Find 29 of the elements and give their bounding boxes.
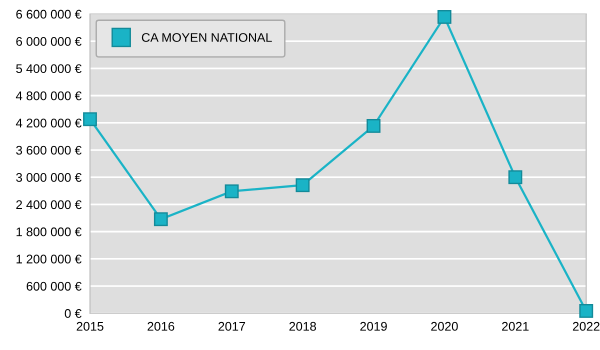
point — [224, 184, 239, 198]
point — [83, 112, 97, 126]
y-tick-label: 5 400 000 € — [16, 64, 82, 74]
x-tick-label: 2017 — [218, 322, 246, 331]
y-tick-label: 6 600 000 € — [16, 10, 82, 19]
point — [437, 10, 452, 24]
point — [508, 170, 522, 184]
point — [154, 212, 168, 226]
legend-label: CA MOYEN NATIONAL — [142, 33, 272, 42]
y-tick-label: 3 600 000 € — [16, 146, 82, 155]
y-tick-label: 3 000 000 € — [16, 173, 82, 182]
y-tick-label: 4 800 000 € — [16, 91, 82, 100]
x-tick-label: 2020 — [431, 322, 458, 331]
point — [296, 178, 310, 192]
x-tick-label: 2022 — [572, 322, 600, 331]
y-tick-label: 6 000 000 € — [16, 37, 82, 46]
y-tick-label: 1 200 000 € — [16, 254, 82, 264]
point — [579, 304, 594, 318]
x-tick-label: 2016 — [148, 322, 174, 331]
x-tick-label: 2021 — [502, 322, 529, 331]
point — [366, 119, 380, 133]
x-tick-label: 2015 — [76, 322, 104, 331]
x-tick-label: 2018 — [289, 322, 316, 331]
y-tick-label: 0 € — [64, 309, 82, 318]
y-tick-label: 4 200 000 € — [16, 118, 82, 128]
y-tick-label: 2 400 000 € — [16, 200, 82, 210]
x-tick-label: 2019 — [360, 322, 387, 331]
y-tick-label: 600 000 € — [26, 282, 82, 291]
y-tick-label: 1 800 000 € — [16, 227, 82, 236]
